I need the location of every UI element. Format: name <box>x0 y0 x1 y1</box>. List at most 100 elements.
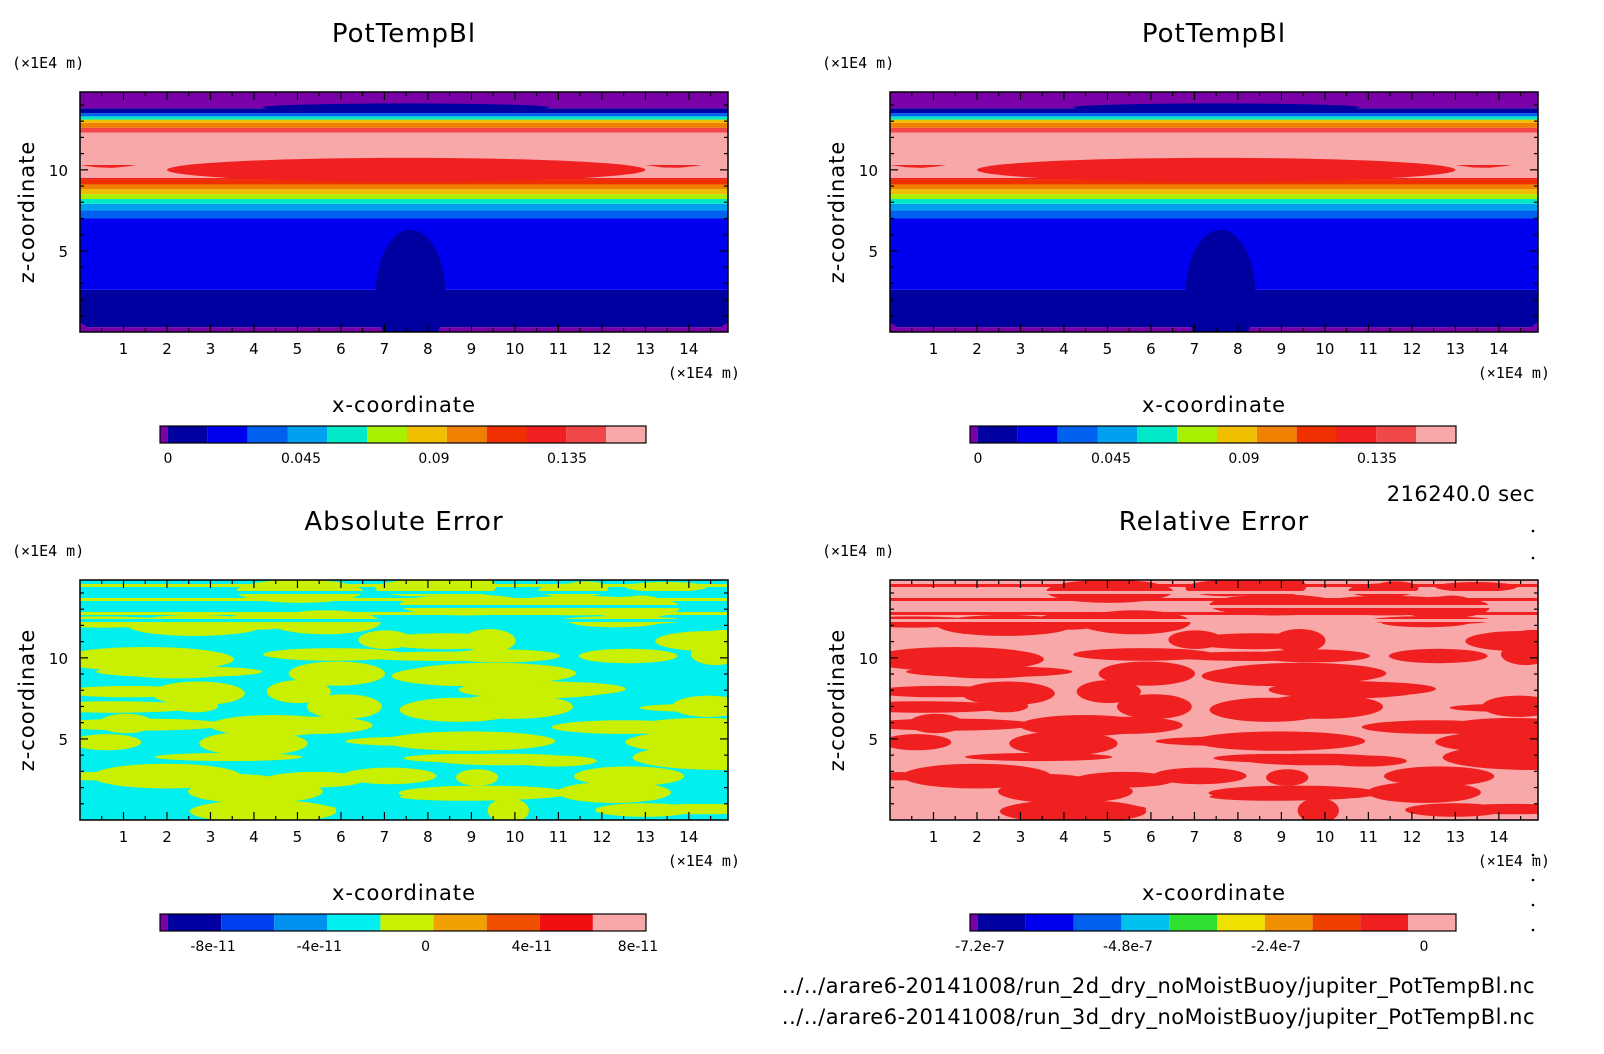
x-tick-label: 6 <box>1146 340 1156 358</box>
y-unit-label: (×1E4 m) <box>822 54 894 72</box>
margin-dot <box>1531 878 1535 882</box>
band-9 <box>890 179 1538 185</box>
x-tick-label: 14 <box>679 340 698 358</box>
x-tick-label: 11 <box>1359 340 1378 358</box>
x-tick-label: 9 <box>1277 828 1287 846</box>
colorbar-tick-label: -7.2e-7 <box>955 939 1005 955</box>
field-stripe <box>80 584 728 587</box>
x-tick-label: 4 <box>1059 828 1069 846</box>
band-15 <box>890 116 1538 120</box>
band-6 <box>80 194 728 200</box>
colorbar-swatch <box>486 426 527 443</box>
field-blob <box>691 643 728 666</box>
field-stripe <box>890 591 1538 594</box>
colorbar-swatch <box>1264 914 1313 931</box>
colorbar-tick-label: 0.09 <box>418 451 449 467</box>
x-axis-label: x-coordinate <box>332 393 476 417</box>
upper-lens <box>262 103 550 112</box>
field-blob <box>399 697 520 722</box>
field-blob <box>1073 648 1214 661</box>
field-blob <box>1201 665 1354 687</box>
colorbar-swatch <box>1416 426 1456 443</box>
colorbar-tick-label: 0.135 <box>547 451 587 467</box>
field-blob <box>263 648 404 661</box>
plot-area <box>80 580 728 820</box>
field-blob <box>1442 744 1538 770</box>
colorbar-tick-label: 0 <box>1420 939 1429 955</box>
field-blob <box>964 752 1113 762</box>
colorbar-swatch <box>1360 914 1409 931</box>
x-tick-label: 13 <box>1446 340 1465 358</box>
colorbar-tick-label: 0 <box>974 451 983 467</box>
x-tick-label: 13 <box>636 828 655 846</box>
colorbar: -8e-11 -4e-11 0 4e-11 8e-11 <box>159 913 658 955</box>
field-blob <box>1451 803 1538 815</box>
band-5 <box>890 199 1538 204</box>
field-blob <box>908 713 964 734</box>
plot-area <box>890 580 1538 820</box>
x-tick-label: 7 <box>1190 828 1200 846</box>
colorbar-swatch <box>1017 426 1058 443</box>
field-blob <box>80 647 234 672</box>
colorbar-swatch <box>1217 914 1265 931</box>
chart-title: Absolute Error <box>304 507 503 537</box>
band-13 <box>80 122 728 128</box>
colorbar-tick-label: 8e-11 <box>618 939 658 955</box>
field-stripe <box>890 612 1538 615</box>
field-blob <box>1384 766 1495 786</box>
band-3 <box>80 210 728 219</box>
colorbar-tick-label: 0 <box>421 939 430 955</box>
field-blob <box>1079 610 1191 635</box>
margin-dot <box>1531 556 1535 560</box>
x-tick-label: 3 <box>206 340 216 358</box>
band-7 <box>80 189 728 195</box>
y-tick-label: 10 <box>49 162 68 180</box>
band-16 <box>890 113 1538 117</box>
field-blob <box>432 753 579 766</box>
band-4 <box>80 203 728 211</box>
colorbar-swatch <box>1217 426 1257 443</box>
field-blob <box>1098 661 1195 686</box>
colorbar: 0 0.045 0.09 0.135 <box>969 425 1457 467</box>
colorbar-swatch <box>970 914 978 931</box>
field-blob <box>1076 680 1141 704</box>
plot-frame <box>889 91 1539 333</box>
colorbar-swatch <box>1376 426 1417 443</box>
band-9 <box>80 179 728 185</box>
field-blob <box>1242 753 1389 766</box>
dark-blue-hill <box>1185 229 1256 332</box>
field-blob <box>514 682 623 696</box>
colorbar-swatch <box>221 914 275 931</box>
x-tick-label: 12 <box>592 340 611 358</box>
x-tick-label: 5 <box>1103 828 1113 846</box>
band-8 <box>80 184 728 190</box>
plot-area <box>890 92 1538 332</box>
field-stripe <box>80 591 728 594</box>
x-axis-label: x-coordinate <box>332 881 476 905</box>
colorbar-swatch <box>207 426 248 443</box>
field-blob <box>1388 648 1488 664</box>
x-unit-label: (×1E4 m) <box>1478 852 1550 870</box>
dark-blue-hill <box>375 229 446 332</box>
field-blob <box>342 767 437 785</box>
x-tick-label: 2 <box>972 340 982 358</box>
colorbar-swatch <box>160 426 168 443</box>
field-blob <box>1429 720 1538 736</box>
band-14 <box>890 119 1538 123</box>
x-tick-label: 10 <box>1315 828 1334 846</box>
field-blob <box>890 701 1011 713</box>
colorbar-tick-label: 0 <box>164 451 173 467</box>
field-stripe <box>80 619 728 622</box>
x-tick-label: 14 <box>1489 828 1508 846</box>
colorbar-swatch <box>1312 914 1361 931</box>
band-5 <box>80 199 728 204</box>
x-tick-label: 10 <box>1315 340 1334 358</box>
colorbar-tick-label: -8e-11 <box>190 939 235 955</box>
field-blob <box>578 648 678 664</box>
field-blob <box>307 694 382 719</box>
x-tick-label: 1 <box>119 828 129 846</box>
x-tick-label: 9 <box>467 828 477 846</box>
field-blob <box>890 734 952 751</box>
field-blob <box>574 766 685 786</box>
band-12 <box>890 127 1538 133</box>
